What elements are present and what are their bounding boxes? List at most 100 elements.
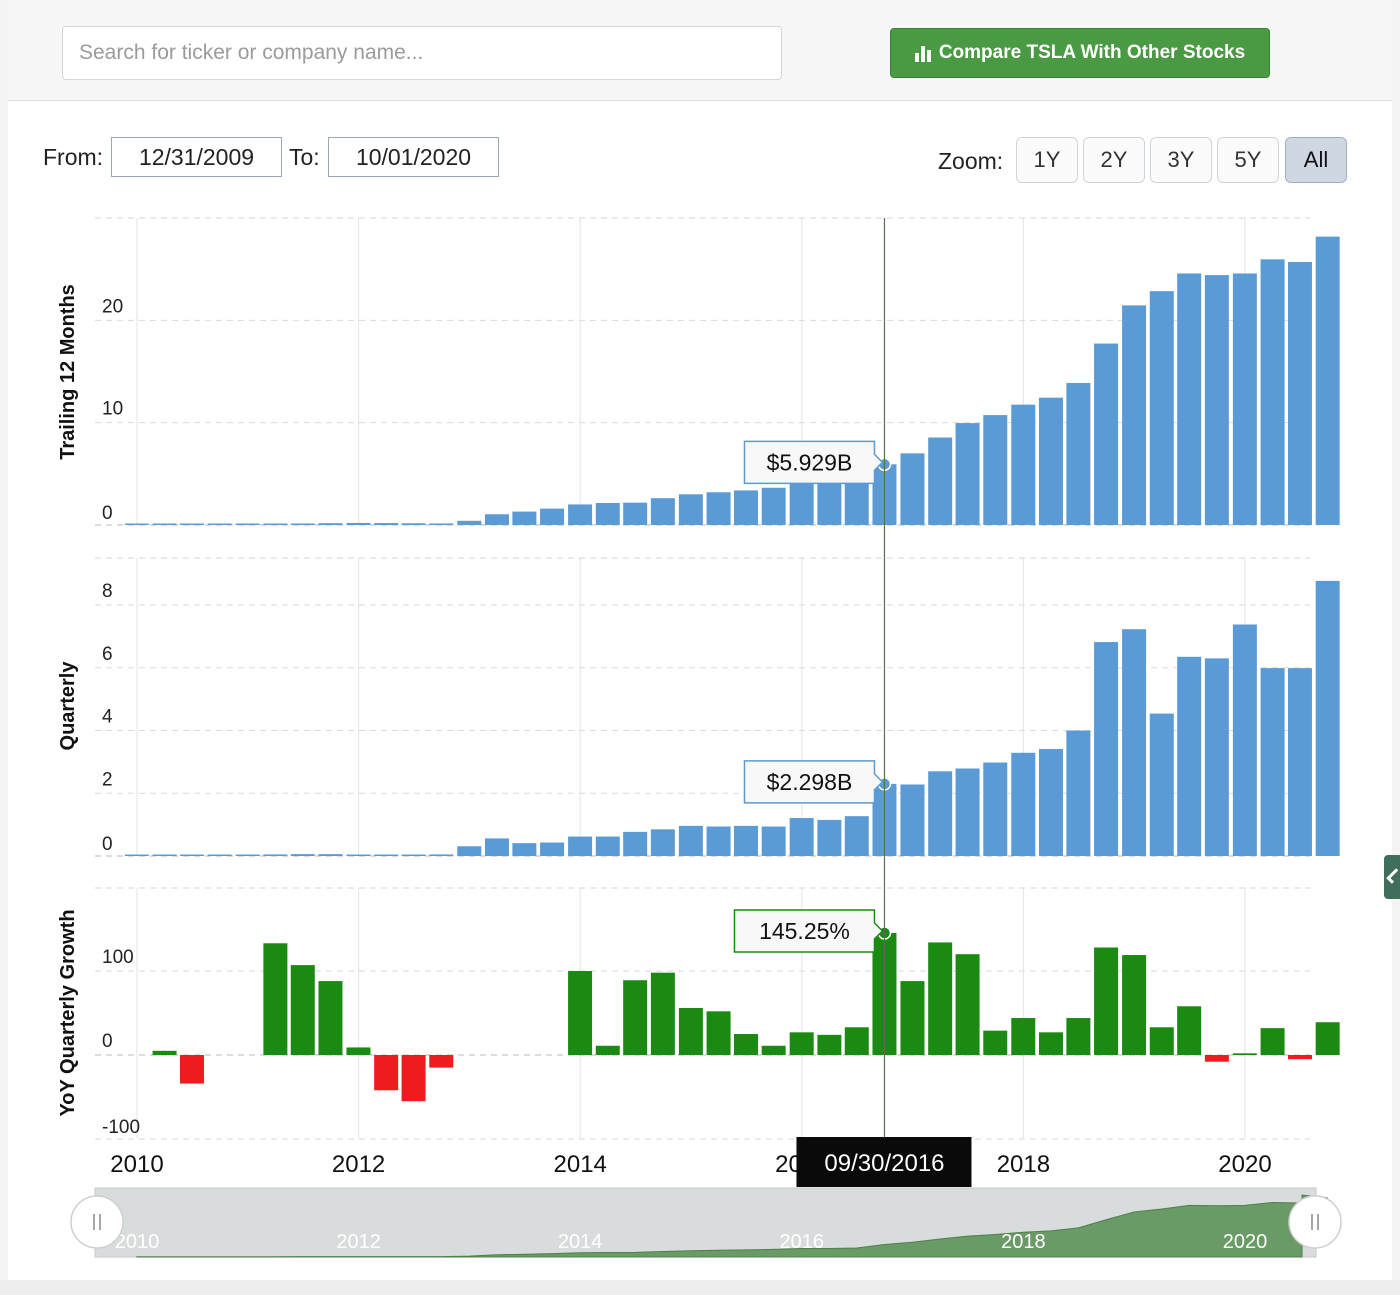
zoom-all-button[interactable]: All xyxy=(1285,137,1347,183)
chart-bar xyxy=(290,854,315,856)
value-tooltip xyxy=(743,760,884,804)
y-tick-label: 2 xyxy=(102,769,113,790)
chart-bar xyxy=(263,854,288,856)
chart-bar xyxy=(429,854,454,856)
chart-bar xyxy=(152,854,177,856)
page-left-border xyxy=(0,0,8,1295)
chart-bar xyxy=(429,523,454,525)
chart-bar xyxy=(124,523,149,525)
chart-bar xyxy=(817,1034,842,1055)
chart-bar xyxy=(844,1027,869,1055)
y-tick-label: 20 xyxy=(102,296,123,317)
chart-bar xyxy=(1094,947,1119,1055)
navigator-year-label: 2016 xyxy=(780,1231,825,1253)
zoom-label: Zoom: xyxy=(938,148,1004,174)
chart-bar xyxy=(152,523,177,525)
chart-bar xyxy=(623,980,648,1055)
chart-bar xyxy=(1094,343,1119,525)
navigator-right-handle[interactable] xyxy=(1288,1195,1342,1249)
chart-bar xyxy=(401,523,426,525)
chart-bar xyxy=(568,971,593,1055)
x-axis-label: 2018 xyxy=(997,1151,1050,1178)
chart-bar xyxy=(1177,656,1202,856)
x-axis-label: 2020 xyxy=(1218,1151,1271,1178)
chart-bar xyxy=(207,523,232,525)
chart-bar xyxy=(595,836,620,856)
zoom-2y-button[interactable]: 2Y xyxy=(1083,137,1145,183)
bar-chart-icon xyxy=(914,44,931,62)
chart-bar xyxy=(318,523,343,525)
chart-bar xyxy=(844,481,869,525)
value-tooltip-label: 145.25% xyxy=(759,918,850,944)
chart-bar xyxy=(706,826,731,856)
chart-bar xyxy=(1260,1028,1285,1055)
chart-bar xyxy=(1204,275,1229,525)
chart-bar xyxy=(761,826,786,856)
chart-bar xyxy=(263,943,288,1055)
compare-button-label: Compare TSLA With Other Stocks xyxy=(938,42,1246,63)
chart-bar xyxy=(623,502,648,525)
chart-bar xyxy=(346,1047,371,1055)
chart-bar xyxy=(1149,291,1174,525)
chart-bar xyxy=(152,1050,177,1055)
chart-bar xyxy=(290,523,315,525)
chart-bar xyxy=(318,854,343,856)
chart-bar xyxy=(928,942,953,1055)
crosshair-date-box xyxy=(796,1137,972,1187)
chart-bar xyxy=(955,954,980,1055)
chart-bar xyxy=(374,854,399,856)
to-date-input[interactable] xyxy=(328,137,499,177)
chart-bar xyxy=(595,502,620,525)
chart-bar xyxy=(374,1055,399,1091)
chart-bar xyxy=(1232,624,1257,856)
chart-bar xyxy=(374,523,399,525)
chart-bar xyxy=(1204,658,1229,856)
chart-bar xyxy=(1066,1018,1091,1055)
compare-stocks-button[interactable]: Compare TSLA With Other Stocks xyxy=(890,28,1270,78)
chart-bar xyxy=(706,1011,731,1055)
chart-bar xyxy=(484,838,509,856)
chart-bar xyxy=(789,483,814,525)
chart-bar xyxy=(1204,1055,1229,1062)
zoom-3y-button[interactable]: 3Y xyxy=(1150,137,1212,183)
chart-bar xyxy=(179,1055,204,1084)
chart-bar xyxy=(429,1055,454,1068)
to-label: To: xyxy=(289,144,320,170)
chart-bar xyxy=(512,843,537,856)
chart-bar xyxy=(540,842,565,856)
zoom-5y-button[interactable]: 5Y xyxy=(1217,137,1279,183)
chart-bar xyxy=(1177,273,1202,525)
chart-bar xyxy=(900,784,925,856)
chart-bar xyxy=(179,854,204,856)
chart-bar xyxy=(1122,305,1147,525)
chart-bar xyxy=(235,523,260,525)
y-tick-label: 4 xyxy=(102,707,113,728)
y-tick-label: 0 xyxy=(102,503,113,524)
chart-bar xyxy=(789,1032,814,1055)
zoom-1y-button[interactable]: 1Y xyxy=(1016,137,1078,183)
chart-bar xyxy=(1315,1022,1340,1055)
chart-bar xyxy=(955,768,980,856)
chart-bar xyxy=(1149,1027,1174,1055)
chart-bar xyxy=(290,965,315,1055)
chart-bar xyxy=(650,829,675,856)
chart-bar xyxy=(983,415,1008,525)
navigator-left-handle[interactable] xyxy=(70,1195,124,1249)
chart-bar xyxy=(540,508,565,525)
chart-bar xyxy=(207,854,232,856)
crosshair-date-label: 09/30/2016 xyxy=(824,1150,944,1177)
value-tooltip xyxy=(733,909,884,953)
side-panel-toggle[interactable] xyxy=(1384,855,1400,899)
chart-bar xyxy=(1287,262,1312,525)
x-axis-label: 2012 xyxy=(332,1151,385,1178)
ticker-search-input[interactable] xyxy=(62,26,782,80)
from-date-input[interactable] xyxy=(111,137,282,177)
chart-bar xyxy=(1260,668,1285,856)
y-tick-label: 8 xyxy=(102,581,113,602)
chart-bar xyxy=(1287,668,1312,856)
chart-bar xyxy=(733,825,758,856)
chart-bar xyxy=(928,771,953,856)
y-tick-label: 0 xyxy=(102,834,113,855)
chart-bar xyxy=(678,825,703,856)
